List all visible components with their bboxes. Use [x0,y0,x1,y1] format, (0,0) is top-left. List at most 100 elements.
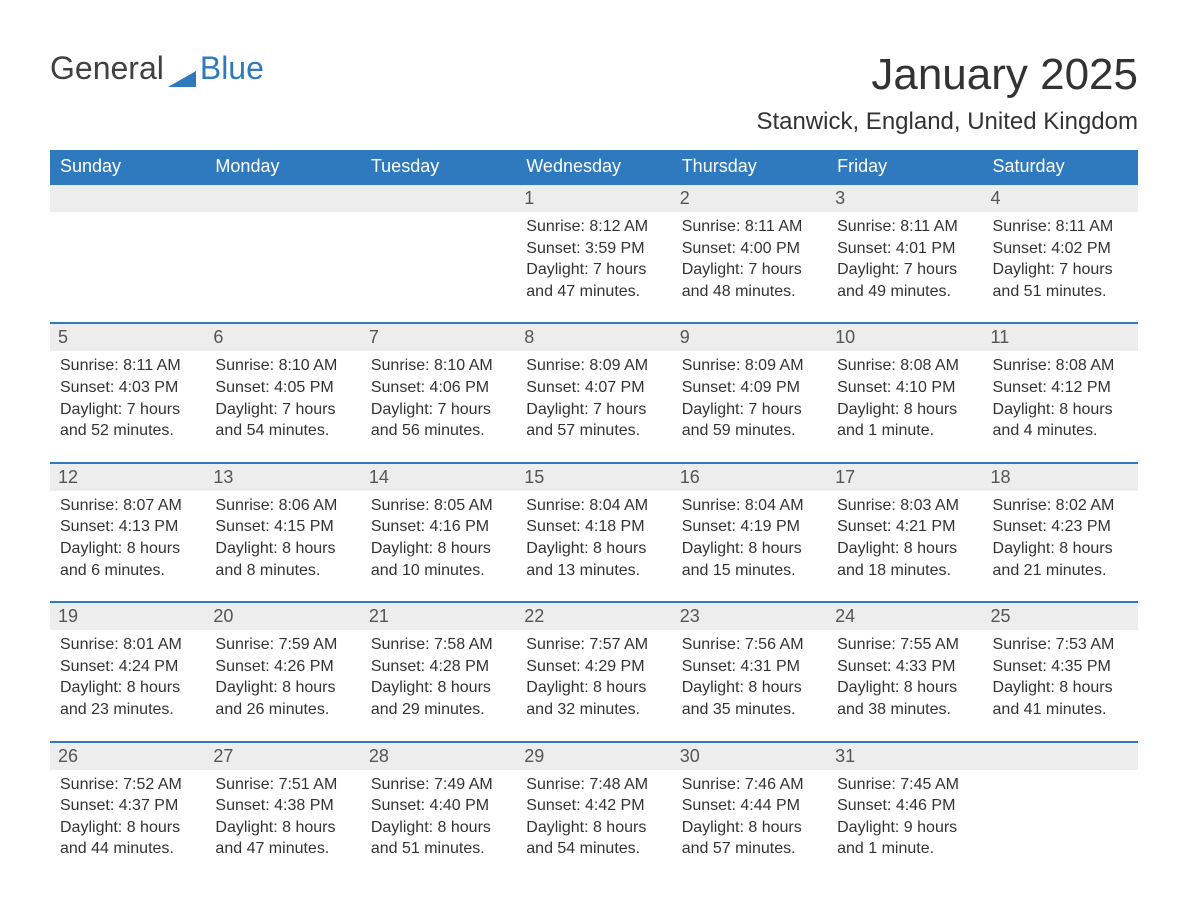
day-daylight: Daylight: 7 hours and 54 minutes. [215,399,350,442]
day-info: Sunrise: 7:49 AMSunset: 4:40 PMDaylight:… [365,774,512,860]
day-sunset: Sunset: 4:07 PM [526,377,661,399]
day-number [50,185,205,212]
day-info: Sunrise: 7:51 AMSunset: 4:38 PMDaylight:… [209,774,356,860]
calendar-day-cell: 22Sunrise: 7:57 AMSunset: 4:29 PMDayligh… [516,602,671,741]
calendar-week-row: 26 Sunrise: 7:52 AMSunset: 4:37 PMDayligh… [50,742,1138,880]
day-number: 3 [827,185,982,212]
calendar-day-cell: 9Sunrise: 8:09 AMSunset: 4:09 PMDaylight… [672,323,827,462]
day-daylight: Daylight: 8 hours and 21 minutes. [993,538,1128,581]
day-info: Sunrise: 7:59 AMSunset: 4:26 PMDaylight:… [209,634,356,720]
calendar-day-cell: 14 Sunrise: 8:05 AMSunset: 4:16 PMDayligh… [361,463,516,602]
day-info: Sunrise: 8:10 AMSunset: 4:06 PMDaylight:… [365,355,512,441]
brand-part1: General [50,50,164,87]
calendar-day-cell: 13Sunrise: 8:06 AMSunset: 4:15 PMDayligh… [205,463,360,602]
day-sunset: Sunset: 4:29 PM [526,656,661,678]
day-number: 26 [50,743,205,770]
calendar-day-cell: 20Sunrise: 7:59 AMSunset: 4:26 PMDayligh… [205,602,360,741]
day-number: 9 [672,324,827,351]
day-number: 14 [361,464,516,491]
day-number: 11 [983,324,1138,351]
calendar-day-cell: 5Sunrise: 8:11 AMSunset: 4:03 PMDaylight… [50,323,205,462]
day-info: Sunrise: 8:12 AMSunset: 3:59 PMDaylight:… [520,216,667,302]
day-number: 29 [516,743,671,770]
day-sunrise: Sunrise: 8:10 AM [215,355,350,377]
day-info: Sunrise: 7:53 AMSunset: 4:35 PMDaylight:… [987,634,1134,720]
calendar-day-cell: 27Sunrise: 7:51 AMSunset: 4:38 PMDayligh… [205,742,360,880]
day-daylight: Daylight: 7 hours and 59 minutes. [682,399,817,442]
day-number: 30 [672,743,827,770]
day-sunset: Sunset: 4:03 PM [60,377,195,399]
day-number: 10 [827,324,982,351]
day-sunset: Sunset: 4:18 PM [526,516,661,538]
day-daylight: Daylight: 8 hours and 23 minutes. [60,677,195,720]
day-sunrise: Sunrise: 8:04 AM [682,495,817,517]
day-sunrise: Sunrise: 7:45 AM [837,774,972,796]
day-daylight: Daylight: 8 hours and 13 minutes. [526,538,661,581]
day-daylight: Daylight: 8 hours and 29 minutes. [371,677,506,720]
day-info: Sunrise: 8:11 AMSunset: 4:00 PMDaylight:… [676,216,823,302]
day-info: Sunrise: 8:11 AMSunset: 4:03 PMDaylight:… [54,355,201,441]
calendar-day-cell: 6Sunrise: 8:10 AMSunset: 4:05 PMDaylight… [205,323,360,462]
calendar-day-cell: 7 Sunrise: 8:10 AMSunset: 4:06 PMDaylight… [361,323,516,462]
calendar-day-cell: 28 Sunrise: 7:49 AMSunset: 4:40 PMDayligh… [361,742,516,880]
day-daylight: Daylight: 8 hours and 4 minutes. [993,399,1128,442]
calendar-day-cell [983,742,1138,880]
day-sunrise: Sunrise: 7:58 AM [371,634,506,656]
day-number: 31 [827,743,982,770]
day-daylight: Daylight: 7 hours and 56 minutes. [371,399,506,442]
day-daylight: Daylight: 8 hours and 6 minutes. [60,538,195,581]
day-sunrise: Sunrise: 8:02 AM [993,495,1128,517]
day-info: Sunrise: 8:09 AMSunset: 4:07 PMDaylight:… [520,355,667,441]
day-number [361,185,516,212]
day-info: Sunrise: 8:05 AMSunset: 4:16 PMDaylight:… [365,495,512,581]
calendar-day-cell: 16Sunrise: 8:04 AMSunset: 4:19 PMDayligh… [672,463,827,602]
day-sunset: Sunset: 4:35 PM [993,656,1128,678]
day-info: Sunrise: 8:08 AMSunset: 4:12 PMDaylight:… [987,355,1134,441]
day-number: 19 [50,603,205,630]
day-number: 28 [361,743,516,770]
day-sunset: Sunset: 4:23 PM [993,516,1128,538]
day-number: 25 [983,603,1138,630]
day-number: 15 [516,464,671,491]
day-info: Sunrise: 8:10 AMSunset: 4:05 PMDaylight:… [209,355,356,441]
day-sunset: Sunset: 4:46 PM [837,795,972,817]
day-daylight: Daylight: 7 hours and 51 minutes. [993,259,1128,302]
day-info: Sunrise: 8:06 AMSunset: 4:15 PMDaylight:… [209,495,356,581]
calendar-day-cell [50,184,205,323]
day-info: Sunrise: 8:04 AMSunset: 4:18 PMDaylight:… [520,495,667,581]
day-info: Sunrise: 7:52 AMSunset: 4:37 PMDaylight:… [54,774,201,860]
day-sunrise: Sunrise: 7:51 AM [215,774,350,796]
brand-logo: General Blue [50,50,264,87]
day-number: 22 [516,603,671,630]
day-sunset: Sunset: 4:00 PM [682,238,817,260]
day-sunset: Sunset: 4:05 PM [215,377,350,399]
day-sunset: Sunset: 4:21 PM [837,516,972,538]
page-title: January 2025 [871,50,1138,100]
calendar-week-row: 12Sunrise: 8:07 AMSunset: 4:13 PMDayligh… [50,463,1138,602]
day-sunrise: Sunrise: 7:55 AM [837,634,972,656]
day-sunrise: Sunrise: 8:12 AM [526,216,661,238]
day-sunrise: Sunrise: 8:09 AM [682,355,817,377]
calendar-day-cell [361,184,516,323]
day-daylight: Daylight: 8 hours and 18 minutes. [837,538,972,581]
weekday-header: Friday [827,150,982,184]
day-sunset: Sunset: 4:01 PM [837,238,972,260]
day-sunrise: Sunrise: 7:52 AM [60,774,195,796]
day-sunset: Sunset: 4:38 PM [215,795,350,817]
day-daylight: Daylight: 8 hours and 1 minute. [837,399,972,442]
calendar-day-cell: 3Sunrise: 8:11 AMSunset: 4:01 PMDaylight… [827,184,982,323]
day-sunrise: Sunrise: 8:08 AM [993,355,1128,377]
day-daylight: Daylight: 8 hours and 57 minutes. [682,817,817,860]
day-sunrise: Sunrise: 8:07 AM [60,495,195,517]
calendar-day-cell: 19Sunrise: 8:01 AMSunset: 4:24 PMDayligh… [50,602,205,741]
day-daylight: Daylight: 8 hours and 38 minutes. [837,677,972,720]
day-info: Sunrise: 8:08 AMSunset: 4:10 PMDaylight:… [831,355,978,441]
day-sunrise: Sunrise: 7:48 AM [526,774,661,796]
day-daylight: Daylight: 8 hours and 10 minutes. [371,538,506,581]
calendar-day-cell: 26 Sunrise: 7:52 AMSunset: 4:37 PMDayligh… [50,742,205,880]
day-sunset: Sunset: 4:12 PM [993,377,1128,399]
calendar-day-cell: 15 Sunrise: 8:04 AMSunset: 4:18 PMDayligh… [516,463,671,602]
day-number: 7 [361,324,516,351]
weekday-header: Thursday [672,150,827,184]
calendar-day-cell: 30Sunrise: 7:46 AMSunset: 4:44 PMDayligh… [672,742,827,880]
